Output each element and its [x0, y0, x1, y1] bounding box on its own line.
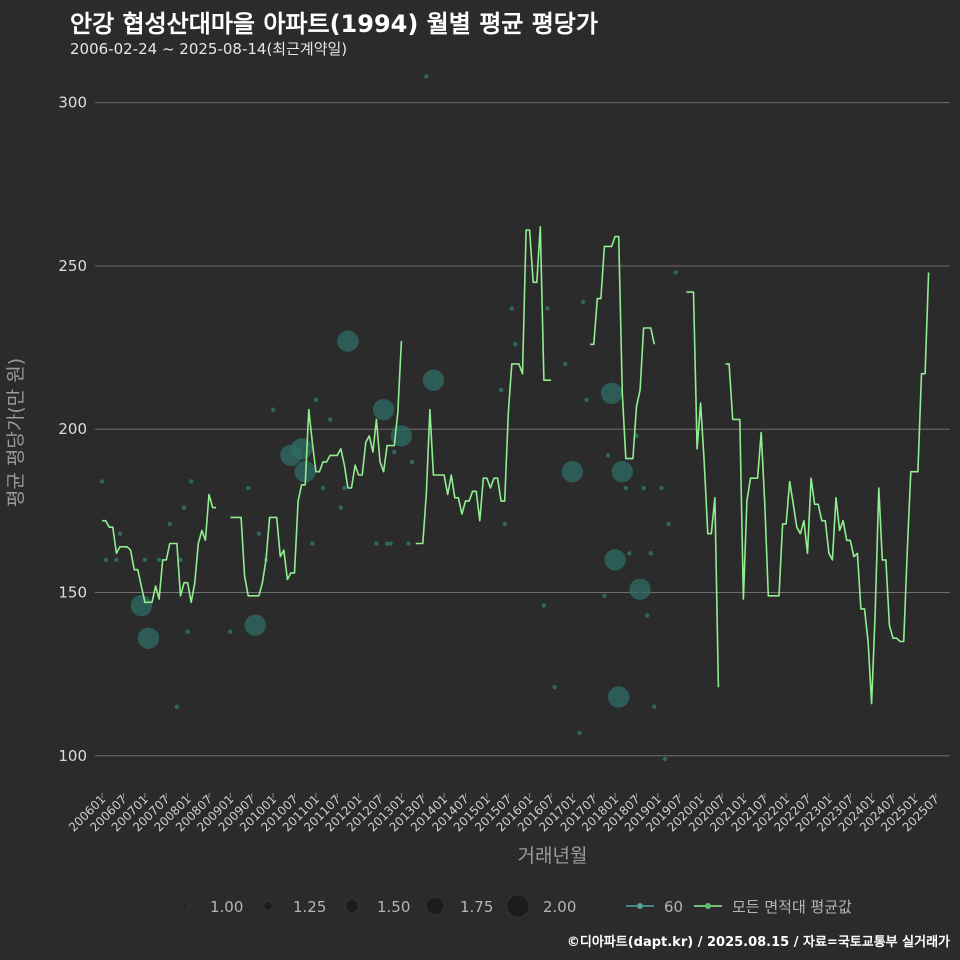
data-point	[602, 593, 607, 598]
chart-footer: ©디아파트(dapt.kr) / 2025.08.15 / 자료=국토교통부 실…	[566, 935, 950, 950]
y-tick-label: 300	[58, 94, 87, 112]
data-point	[245, 485, 251, 491]
data-point	[374, 541, 379, 546]
data-point	[498, 387, 504, 393]
average-line	[725, 272, 930, 705]
legend-key-60-dot	[637, 903, 643, 909]
average-line	[102, 493, 217, 604]
data-point	[167, 521, 173, 527]
data-point	[424, 74, 429, 79]
data-point	[627, 551, 632, 556]
data-point	[644, 613, 650, 618]
data-point	[545, 306, 550, 311]
data-point	[666, 521, 671, 527]
data-point	[181, 505, 187, 510]
data-point	[270, 407, 276, 412]
size-legend-circle	[182, 903, 188, 909]
legend-key-average-dot	[705, 903, 711, 909]
data-point	[342, 485, 347, 491]
data-point	[130, 594, 153, 617]
data-point	[584, 397, 589, 403]
data-point	[290, 438, 313, 460]
data-point	[406, 541, 411, 546]
data-point	[605, 453, 611, 458]
data-point	[174, 704, 180, 710]
data-point	[114, 557, 119, 563]
data-point	[648, 551, 653, 556]
data-point	[137, 627, 160, 649]
size-legend-circle	[506, 894, 530, 918]
data-point	[156, 557, 162, 563]
data-point	[509, 306, 515, 311]
data-point	[580, 299, 586, 305]
data-point	[310, 541, 315, 546]
data-point	[541, 603, 547, 608]
legend-label-60: 60	[664, 898, 683, 916]
average-line	[230, 341, 403, 597]
data-point	[600, 382, 623, 405]
data-point	[372, 398, 395, 421]
y-tick-label: 150	[58, 584, 87, 602]
data-point	[392, 449, 397, 455]
data-point	[623, 485, 629, 491]
chart-title: 안강 협성산대마을 아파트(1994) 월별 평균 평당가	[70, 10, 598, 38]
data-point	[502, 521, 507, 527]
data-point	[244, 614, 267, 636]
data-point	[634, 433, 639, 438]
average-line	[415, 226, 551, 545]
data-point	[185, 629, 190, 634]
data-point	[422, 369, 445, 391]
data-point	[327, 417, 333, 422]
average-line	[686, 291, 720, 688]
data-point	[256, 531, 262, 536]
data-point	[103, 557, 108, 563]
data-point	[337, 330, 359, 352]
data-point	[662, 756, 668, 762]
data-point	[552, 685, 557, 690]
data-point	[659, 485, 664, 491]
data-point	[313, 397, 319, 403]
data-point	[178, 557, 183, 563]
data-point	[409, 459, 415, 465]
data-point	[641, 485, 646, 491]
average-line	[590, 235, 656, 460]
data-point	[563, 361, 568, 367]
chart-subtitle: 2006-02-24 ~ 2025-08-14(최근계약일)	[70, 40, 348, 58]
size-legend-label: 1.75	[460, 898, 493, 916]
data-point	[388, 541, 393, 546]
size-legend-label: 2.00	[543, 898, 576, 916]
y-axis-label: 평균 평당가(만 원)	[5, 358, 27, 507]
size-legend-label: 1.50	[377, 898, 410, 916]
data-point	[142, 557, 148, 563]
data-point	[577, 730, 582, 736]
data-point	[673, 270, 678, 275]
data-point	[117, 531, 123, 536]
data-point	[611, 460, 633, 483]
x-axis-label: 거래년월	[518, 845, 588, 867]
data-point	[228, 629, 233, 634]
size-legend-label: 1.25	[293, 898, 326, 916]
data-point	[607, 686, 630, 708]
data-point	[384, 541, 390, 546]
data-point	[629, 578, 651, 600]
data-point	[561, 460, 584, 483]
data-point	[320, 485, 326, 491]
data-point	[188, 479, 194, 484]
data-point	[99, 479, 105, 484]
size-legend-circle	[425, 896, 445, 916]
data-point	[513, 342, 518, 347]
size-legend-circle	[344, 898, 360, 914]
data-point	[338, 505, 344, 510]
y-tick-label: 100	[58, 747, 87, 765]
size-legend-label: 1.00	[210, 898, 243, 916]
data-point	[604, 549, 626, 571]
size-legend-circle	[263, 901, 273, 911]
data-point	[652, 704, 657, 710]
legend-label-average: 모든 면적대 평균값	[732, 898, 852, 916]
y-tick-label: 250	[58, 257, 87, 275]
y-tick-label: 200	[58, 420, 87, 438]
